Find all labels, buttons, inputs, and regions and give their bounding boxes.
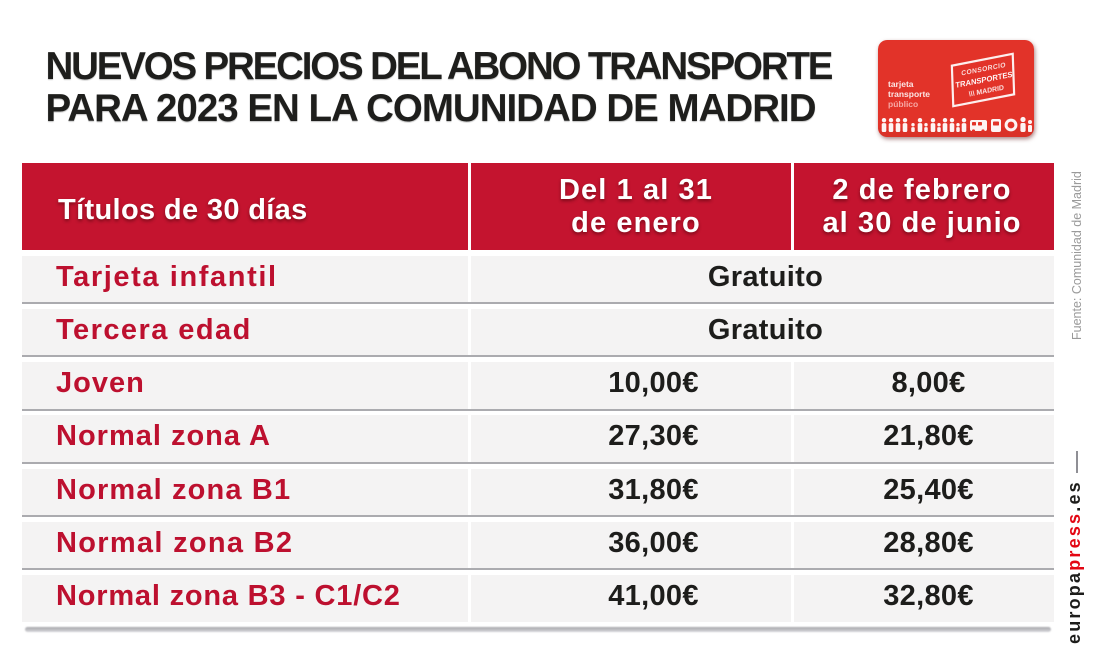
svg-text:transporte: transporte [888, 89, 930, 99]
svg-text:público: público [888, 99, 918, 109]
svg-text:tarjeta: tarjeta [888, 79, 914, 89]
